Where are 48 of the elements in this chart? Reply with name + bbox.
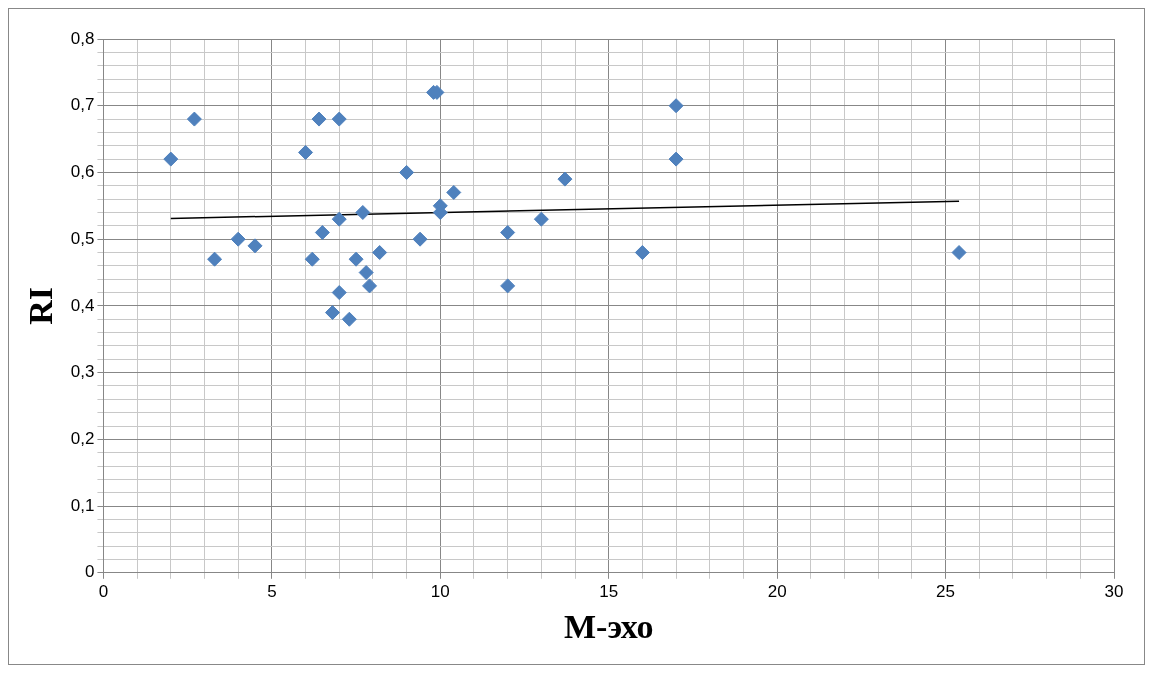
y-tick-label: 0,2 [70, 429, 95, 449]
point [533, 211, 549, 227]
point [500, 225, 516, 240]
point [298, 144, 314, 160]
point [311, 111, 327, 127]
point [163, 151, 179, 167]
x-tick-label: 20 [767, 581, 787, 601]
point [500, 278, 516, 294]
y-tick-label: 0,7 [70, 95, 95, 115]
point [247, 238, 263, 254]
point [634, 245, 650, 261]
x-tick-label: 15 [599, 581, 619, 601]
point [348, 251, 364, 267]
x-tick-label: 30 [1104, 581, 1124, 601]
point [557, 171, 573, 187]
x-axis-title: М-эхо [563, 608, 654, 646]
point [412, 231, 428, 247]
point [324, 305, 340, 321]
point [230, 231, 246, 247]
point [331, 111, 347, 127]
x-tick-label: 10 [430, 581, 450, 601]
x-tick-label: 5 [267, 581, 277, 601]
point [355, 204, 371, 220]
y-tick-label: 0,1 [70, 495, 95, 515]
point [372, 245, 388, 261]
point [304, 251, 320, 267]
point [314, 225, 330, 240]
y-tick-label: 0,5 [70, 228, 95, 248]
x-tick-label: 0 [98, 581, 109, 601]
point [358, 265, 374, 281]
point [668, 98, 684, 114]
y-axis-title: RI [22, 287, 60, 325]
point [331, 211, 347, 227]
point [362, 278, 378, 294]
y-tick-label: 0,4 [70, 295, 95, 315]
point [331, 285, 347, 301]
y-tick-label: 0,8 [70, 28, 95, 48]
point [399, 164, 415, 180]
point [668, 151, 684, 167]
x-tick-label: 25 [936, 581, 956, 601]
point [446, 184, 462, 200]
y-tick-label: 0,6 [70, 162, 95, 182]
point [341, 311, 357, 327]
y-tick-label: 0 [84, 562, 95, 582]
point [186, 111, 202, 127]
y-tick-label: 0,3 [70, 362, 95, 382]
point [951, 245, 967, 261]
point [207, 251, 223, 267]
